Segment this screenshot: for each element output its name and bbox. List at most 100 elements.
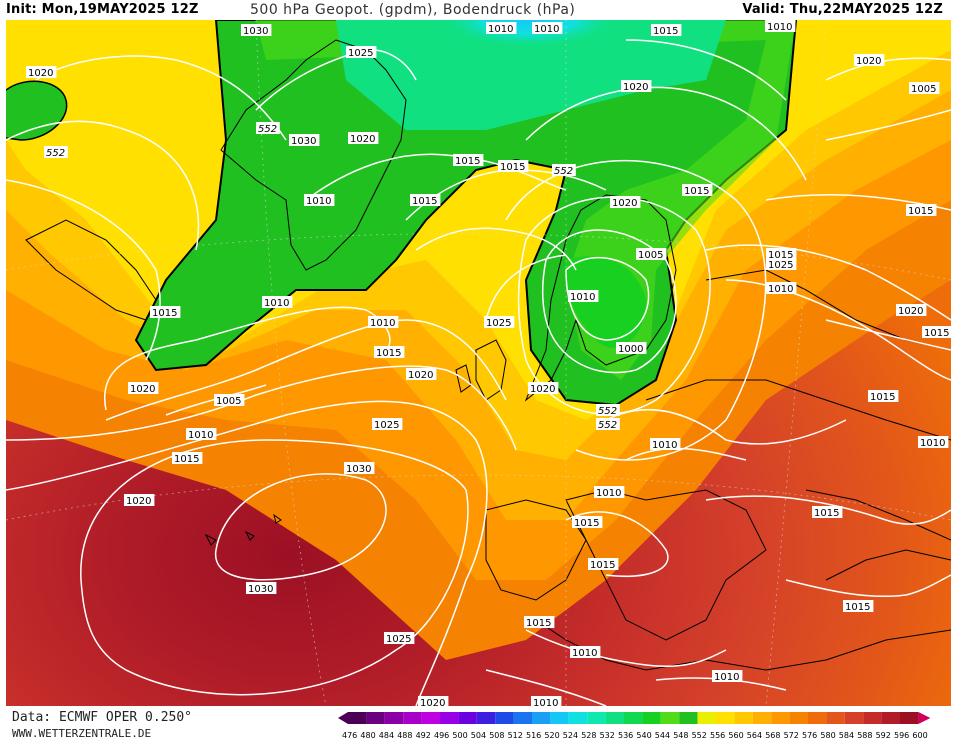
pressure-label: 552 [596,418,620,431]
pressure-label-text: 1010 [596,488,621,499]
pressure-label: 1010 [262,296,293,309]
isobars [6,39,951,706]
pressure-labels: 1030 1025 1020 1010 1010 1015 1010 1005 1020 552 1… [26,20,951,706]
pressure-label: 1010 [712,670,743,683]
legend-swatch [881,712,900,724]
legend-swatch [495,712,514,724]
pressure-label: 1020 [128,382,159,395]
pressure-label: 1015 [812,506,843,519]
pressure-label-text: 1015 [455,156,480,167]
legend-tick-label: 588 [857,731,872,740]
legend-tick-label: 488 [397,731,412,740]
pressure-label-text: 1020 [350,134,375,145]
pressure-label-text: 1010 [714,672,739,683]
legend-arrow-low [338,712,348,724]
pressure-label-text: 1015 [500,162,525,173]
legend-tick-label: 500 [452,731,467,740]
pressure-label: 1015 [498,160,529,173]
pressure-label: 1010 [368,316,399,329]
pressure-label-text: 1015 [590,560,615,571]
legend-tick-label: 596 [894,731,909,740]
pressure-label-text: 1010 [534,24,559,35]
pressure-label: 552 [552,164,576,177]
legend-swatch [808,712,827,724]
legend-tick-label: 476 [342,731,357,740]
pressure-label-text: 1015 [526,618,551,629]
pressure-label: 1015 [906,204,937,217]
legend-tick-label: 480 [360,731,375,740]
valid-time: Valid: Thu,22MAY2025 12Z [742,2,943,17]
legend-tick-label: 520 [544,731,559,740]
pressure-label-text: 1010 [306,196,331,207]
pressure-label-text: 1010 [570,292,595,303]
pressure-label: 1015 [524,616,555,629]
pressure-label: 1030 [246,582,277,595]
legend-tick-label: 532 [600,731,615,740]
legend-arrow-high [918,712,931,724]
pressure-label: 1025 [484,316,515,329]
pressure-label: 1020 [610,196,641,209]
pressure-label: 1020 [124,494,155,507]
pressure-label-text: 1015 [412,196,437,207]
geopotential-map: 1030 1025 1020 1010 1010 1015 1010 1005 1020 552 1… [6,20,951,706]
pressure-label: 1020 [896,304,927,317]
pressure-label-text: 552 [554,166,573,177]
legend-swatch [734,712,753,724]
pressure-label-text: 1015 [152,308,177,319]
pressure-label-text: 1015 [376,348,401,359]
legend-tick-label: 504 [471,731,486,740]
pressure-label-text: 1010 [188,430,213,441]
pressure-label-text: 1030 [248,584,273,595]
legend-tick-label: 568 [765,731,780,740]
pressure-label: 1015 [410,194,441,207]
pressure-label: 1030 [241,24,272,37]
legend-swatch [660,712,680,724]
legend-swatch [384,712,404,724]
pressure-label-text: 1010 [370,318,395,329]
pressure-label-text: 1015 [684,186,709,197]
legend-tick-label: 592 [876,731,891,740]
pressure-label-text: 1010 [920,438,945,449]
legend-tick-label: 524 [563,731,578,740]
legend-tick-label: 584 [839,731,854,740]
pressure-label: 1015 [453,154,484,167]
legend-tick-label: 548 [673,731,688,740]
data-source: Data: ECMWF OPER 0.250° [12,710,193,725]
pressure-label: 1010 [304,194,335,207]
pressure-label-text: 1015 [174,454,199,465]
pressure-label: 1010 [568,290,599,303]
pressure-label: 1030 [289,134,320,147]
legend-swatch [513,712,532,724]
legend-tick-label: 600 [912,731,927,740]
map-title: 500 hPa Geopot. (gpdm), Bodendruck (hPa) [250,2,576,18]
legend-swatch [844,712,864,724]
pressure-label: 1020 [26,66,57,79]
pressure-label-text: 1020 [623,82,648,93]
trough-548 [256,20,796,380]
low-core-baltic [565,256,646,348]
legend-tick-label: 572 [784,731,799,740]
pressure-label-text: 552 [46,148,65,159]
legend-swatch [348,712,367,724]
legend-tick-label: 516 [526,731,541,740]
pressure-label: 1005 [909,82,940,95]
legend-tick-label: 556 [710,731,725,740]
legend-swatch [458,712,477,724]
pressure-label-text: 1025 [768,260,793,271]
pressure-label-text: 1020 [130,384,155,395]
pressure-label-text: 1005 [216,396,241,407]
pressure-label-text: 1000 [618,344,643,355]
pressure-label: 1010 [531,696,562,706]
pressure-label-text: 1015 [870,392,895,403]
pressure-label: 1015 [374,346,405,359]
west-green-blob [6,81,67,140]
legend-swatch [642,712,661,724]
pressure-label-text: 1020 [408,370,433,381]
website: WWW.WETTERZENTRALE.DE [12,727,152,740]
pressure-label: 1010 [186,428,217,441]
pressure-label: 1015 [651,24,682,37]
pressure-label: 1015 [682,184,713,197]
pressure-label-text: 1010 [264,298,289,309]
pressure-label-text: 1010 [767,22,792,33]
pressure-label: 1010 [766,282,797,295]
